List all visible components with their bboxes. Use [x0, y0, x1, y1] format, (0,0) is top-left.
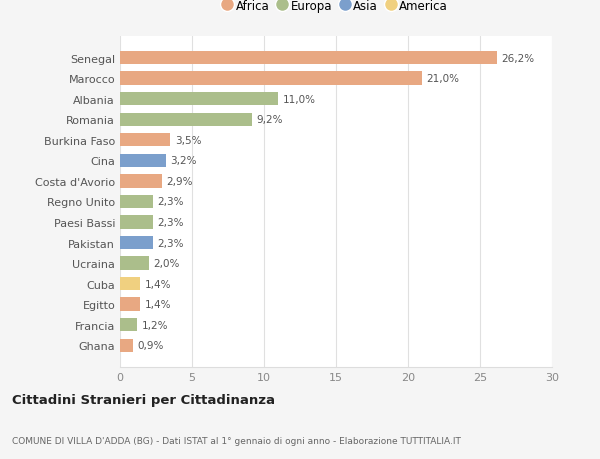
- Bar: [120, 113, 253, 127]
- Bar: [120, 195, 153, 209]
- Text: 1,2%: 1,2%: [142, 320, 168, 330]
- Text: 21,0%: 21,0%: [427, 74, 460, 84]
- Bar: [120, 298, 140, 311]
- Bar: [120, 52, 497, 65]
- Text: 1,4%: 1,4%: [145, 279, 171, 289]
- Text: 3,2%: 3,2%: [170, 156, 197, 166]
- Text: 3,5%: 3,5%: [175, 135, 201, 146]
- Bar: [120, 134, 170, 147]
- Bar: [120, 236, 153, 250]
- Text: 2,3%: 2,3%: [157, 238, 184, 248]
- Text: Cittadini Stranieri per Cittadinanza: Cittadini Stranieri per Cittadinanza: [12, 393, 275, 406]
- Text: COMUNE DI VILLA D'ADDA (BG) - Dati ISTAT al 1° gennaio di ogni anno - Elaborazio: COMUNE DI VILLA D'ADDA (BG) - Dati ISTAT…: [12, 436, 461, 445]
- Text: 2,9%: 2,9%: [166, 176, 193, 186]
- Legend: Africa, Europa, Asia, America: Africa, Europa, Asia, America: [220, 0, 452, 17]
- Text: 0,9%: 0,9%: [137, 341, 164, 351]
- Bar: [120, 175, 162, 188]
- Text: 9,2%: 9,2%: [257, 115, 283, 125]
- Text: 26,2%: 26,2%: [502, 53, 535, 63]
- Text: 1,4%: 1,4%: [145, 300, 171, 309]
- Bar: [120, 257, 149, 270]
- Text: 2,3%: 2,3%: [157, 218, 184, 228]
- Text: 2,0%: 2,0%: [153, 258, 179, 269]
- Bar: [120, 154, 166, 168]
- Bar: [120, 93, 278, 106]
- Bar: [120, 339, 133, 352]
- Text: 2,3%: 2,3%: [157, 197, 184, 207]
- Bar: [120, 319, 137, 332]
- Bar: [120, 277, 140, 291]
- Bar: [120, 72, 422, 85]
- Text: 11,0%: 11,0%: [283, 95, 316, 104]
- Bar: [120, 216, 153, 229]
